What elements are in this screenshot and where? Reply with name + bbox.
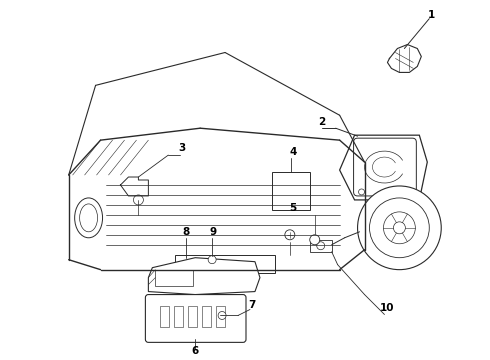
Text: 9: 9 bbox=[210, 227, 217, 237]
Bar bbox=[155, 270, 193, 285]
Bar bbox=[272, 172, 310, 210]
Bar bbox=[188, 306, 197, 328]
Text: 4: 4 bbox=[289, 147, 296, 157]
Circle shape bbox=[369, 198, 429, 258]
Circle shape bbox=[359, 189, 365, 195]
Bar bbox=[174, 306, 183, 328]
Bar bbox=[160, 306, 169, 328]
Text: 2: 2 bbox=[318, 117, 325, 127]
Circle shape bbox=[218, 311, 226, 319]
Circle shape bbox=[317, 242, 325, 250]
Circle shape bbox=[208, 256, 216, 264]
Circle shape bbox=[358, 186, 441, 270]
Circle shape bbox=[393, 222, 405, 234]
Text: 5: 5 bbox=[289, 203, 296, 213]
Circle shape bbox=[285, 230, 295, 240]
Text: 6: 6 bbox=[192, 346, 199, 356]
FancyBboxPatch shape bbox=[146, 294, 246, 342]
Circle shape bbox=[384, 212, 416, 244]
Text: 8: 8 bbox=[183, 227, 190, 237]
Bar bbox=[216, 306, 225, 328]
Ellipse shape bbox=[74, 198, 102, 238]
Text: 10: 10 bbox=[380, 302, 395, 312]
Bar bbox=[175, 255, 275, 273]
FancyBboxPatch shape bbox=[354, 138, 416, 196]
Text: 3: 3 bbox=[179, 143, 186, 153]
Bar bbox=[310, 240, 332, 252]
Circle shape bbox=[133, 195, 144, 205]
Text: 1: 1 bbox=[428, 10, 435, 20]
Text: 7: 7 bbox=[248, 300, 256, 310]
Polygon shape bbox=[340, 135, 427, 200]
Polygon shape bbox=[148, 258, 260, 294]
Circle shape bbox=[310, 235, 319, 245]
Ellipse shape bbox=[80, 204, 98, 232]
Bar bbox=[202, 306, 211, 328]
